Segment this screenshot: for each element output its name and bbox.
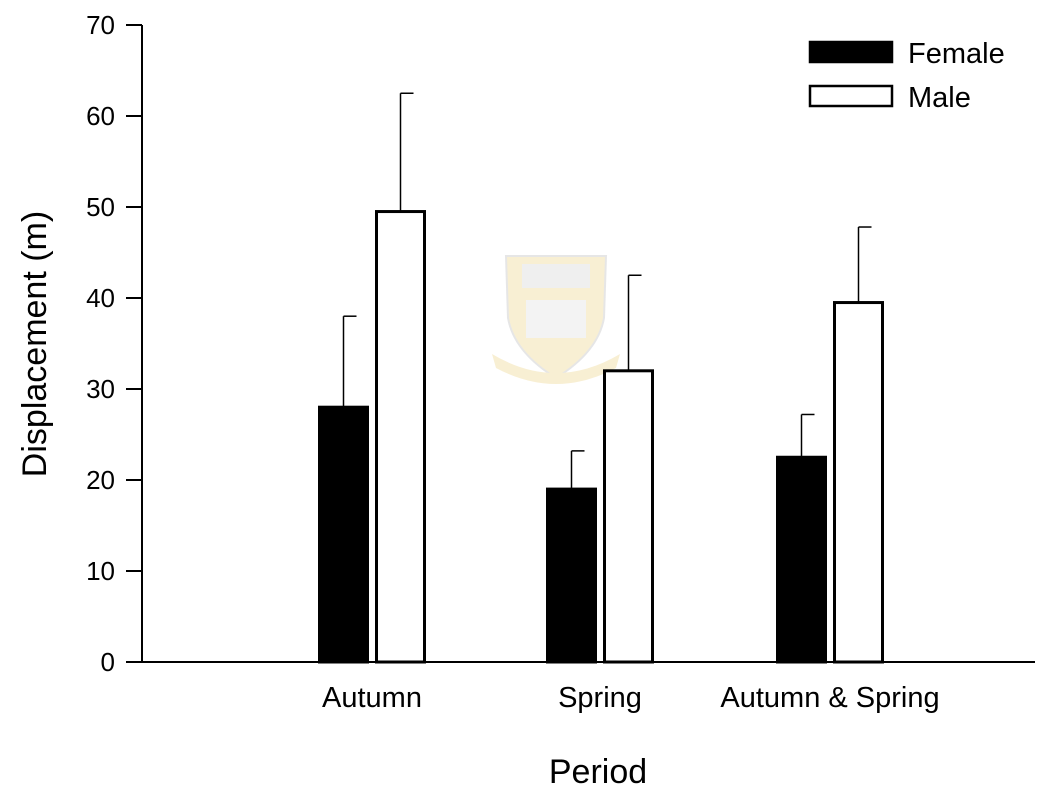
legend-label-female: Female — [908, 38, 1005, 70]
legend: Female Male — [808, 38, 1005, 114]
y-tick-label-10: 10 — [86, 556, 115, 586]
x-tick-label-0: Autumn — [322, 682, 422, 714]
university-crest-icon — [492, 255, 620, 384]
legend-swatch-female — [808, 40, 894, 64]
bar-female-2 — [776, 455, 827, 664]
bar-female-1 — [546, 487, 597, 664]
legend-swatch-male — [808, 84, 894, 108]
bar-male-2 — [833, 301, 884, 664]
y-tick-label-50: 50 — [86, 192, 115, 222]
y-tick-label-30: 30 — [86, 374, 115, 404]
x-tick-labels: Autumn Spring Autumn & Spring — [322, 682, 940, 714]
legend-label-male: Male — [908, 82, 971, 114]
y-ticks: 0 10 20 30 40 50 60 70 — [86, 10, 142, 677]
x-tick-label-1: Spring — [558, 682, 642, 714]
y-tick-label-20: 20 — [86, 465, 115, 495]
bar-female-0 — [318, 405, 369, 664]
y-tick-label-70: 70 — [86, 10, 115, 40]
bar-male-0 — [375, 210, 426, 664]
y-tick-label-40: 40 — [86, 283, 115, 313]
x-tick-label-2: Autumn & Spring — [720, 682, 939, 714]
y-tick-label-60: 60 — [86, 101, 115, 131]
error-bars-layer — [342, 92, 872, 490]
y-axis: 0 10 20 30 40 50 60 70 — [86, 10, 143, 677]
x-axis-title: Period — [549, 753, 647, 789]
y-tick-label-0: 0 — [101, 647, 115, 677]
bar-male-1 — [603, 369, 654, 664]
y-axis-title: Displacement (m) — [16, 211, 54, 477]
